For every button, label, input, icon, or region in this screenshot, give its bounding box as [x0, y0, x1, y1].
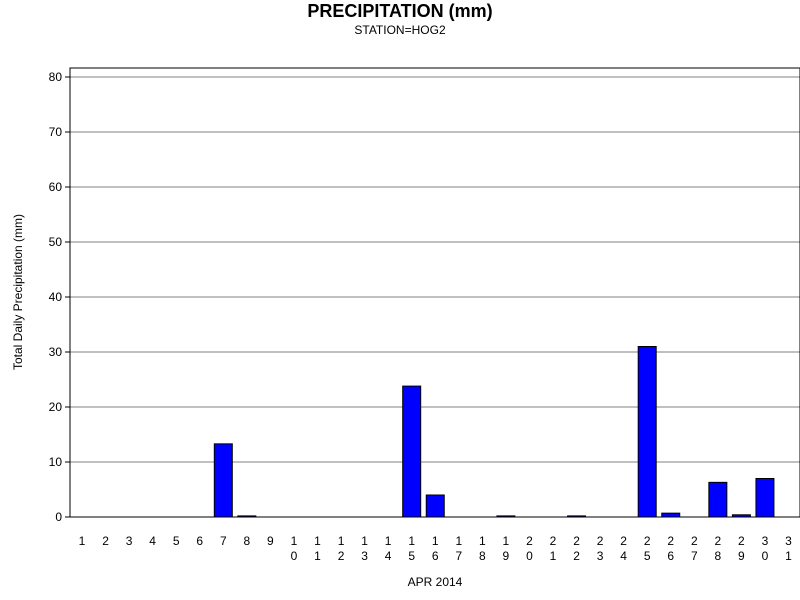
bars [213, 346, 775, 518]
y-tick-label: 40 [49, 290, 63, 304]
x-tick-label: 7 [220, 534, 227, 548]
x-tick-label: 1 [79, 534, 86, 548]
y-tick-label: 10 [49, 455, 63, 469]
bar-day-28 [708, 481, 728, 518]
x-tick-label: 9 [267, 534, 274, 548]
y-axis-ticks: 0 10 20 30 40 50 60 70 80 [49, 70, 70, 524]
bar-day-16 [425, 494, 445, 518]
y-tick-label: 70 [49, 125, 63, 139]
y-tick-label: 0 [55, 510, 62, 524]
x-axis-ticks: 1 2 3 4 5 6 7 8 9 1 01 11 21 31 41 51 61 71 81 92 02 12 22 32 42… [79, 534, 793, 563]
y-axis-label: Total Daily Precipitation (mm) [11, 214, 25, 370]
y-tick-label: 50 [49, 235, 63, 249]
y-tick-label: 20 [49, 400, 63, 414]
gridlines [70, 76, 800, 463]
x-tick-label: 5 [173, 534, 180, 548]
bar-day-15 [402, 385, 422, 518]
y-tick-label: 60 [49, 180, 63, 194]
bar-day-30 [755, 478, 775, 518]
y-tick-label: 30 [49, 345, 63, 359]
x-tick-label: 4 [149, 534, 156, 548]
chart-subtitle: STATION=HOG2 [354, 23, 446, 37]
x-axis-label: APR 2014 [408, 575, 463, 589]
x-tick-label: 8 [244, 534, 251, 548]
chart-title: PRECIPITATION (mm) [307, 1, 493, 21]
x-tick-label: 3 [126, 534, 133, 548]
bar-day-26 [661, 512, 681, 518]
bar-day-7 [213, 443, 233, 518]
bar-day-25 [637, 346, 657, 518]
plot-frame [69, 67, 800, 518]
x-tick-label: 6 [196, 534, 203, 548]
x-tick-label: 2 [102, 534, 109, 548]
y-tick-label: 80 [49, 70, 63, 84]
